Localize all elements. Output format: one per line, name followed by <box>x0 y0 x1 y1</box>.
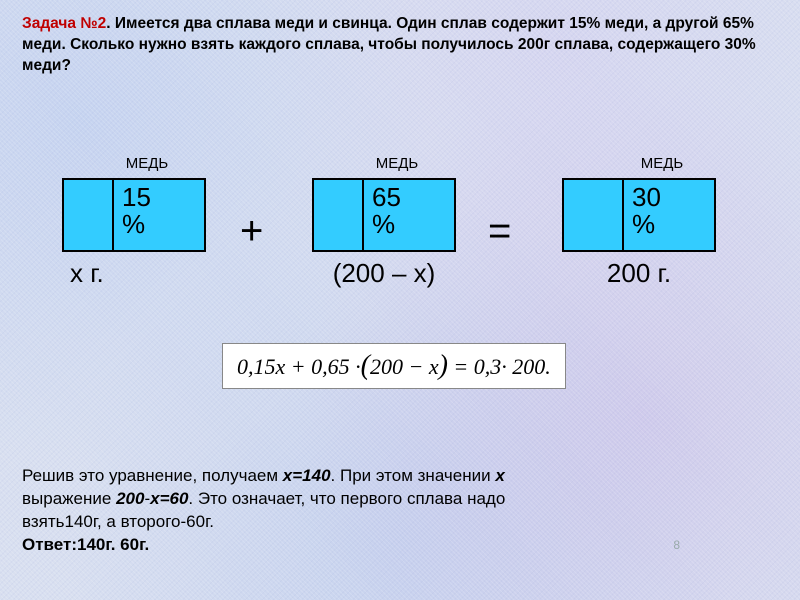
copper-label-0: МЕДЬ <box>117 155 177 172</box>
sol-l2e: . Это означает, что первого сплава надо <box>188 489 505 508</box>
box-below-2: 200 г. <box>562 258 716 289</box>
slide-content: Задача №2. Имеется два сплава меди и сви… <box>0 0 800 571</box>
box-percent-seg-1: 65% <box>364 180 454 250</box>
page-number: 8 <box>673 538 680 552</box>
alloy-group-2: МЕДЬ 30% 200 г. <box>562 155 716 289</box>
solution-line3: взять140г, а второго-60г. <box>22 511 778 534</box>
box-percent-seg-0: 15% <box>114 180 204 250</box>
solution-line2: выражение 200-х=60. Это означает, что пе… <box>22 488 778 511</box>
alloy-group-1: МЕДЬ 65% (200 – х) <box>312 155 456 289</box>
sol-l1a: Решив это уравнение, получаем <box>22 466 283 485</box>
box-left-seg-1 <box>314 180 364 250</box>
box-below-1: (200 – х) <box>312 258 456 289</box>
solution-line1: Решив это уравнение, получаем х=140. При… <box>22 465 778 488</box>
sol-l1b: х=140 <box>283 466 331 485</box>
alloy-box-2: 30% <box>562 178 716 252</box>
answer-line: Ответ:140г. 60г. <box>22 534 778 557</box>
operator-1: = <box>488 209 511 254</box>
box-left-seg-2 <box>564 180 624 250</box>
equation-box: 0,15x + 0,65 ·(200 − x) = 0,3· 200. <box>222 343 566 389</box>
alloy-box-0: 15% <box>62 178 206 252</box>
alloy-group-0: МЕДЬ 15% х г. <box>62 155 206 289</box>
problem-statement: Задача №2. Имеется два сплава меди и сви… <box>22 14 778 77</box>
copper-label-1: МЕДЬ <box>367 155 427 172</box>
problem-label: Задача №2 <box>22 15 106 32</box>
sol-l1c: . При этом значении <box>331 466 496 485</box>
box-below-0: х г. <box>62 258 206 289</box>
solution-text: Решив это уравнение, получаем х=140. При… <box>22 465 778 557</box>
problem-text: . Имеется два сплава меди и свинца. Один… <box>22 15 756 74</box>
sol-l2d: х=60 <box>150 489 188 508</box>
box-percent-seg-2: 30% <box>624 180 714 250</box>
operator-0: + <box>240 209 263 254</box>
box-left-seg-0 <box>64 180 114 250</box>
copper-label-2: МЕДЬ <box>632 155 692 172</box>
diagram-area: 0,15x + 0,65 ·(200 − x) = 0,3· 200. МЕДЬ… <box>22 125 778 345</box>
sol-l2b: 200 <box>116 489 144 508</box>
sol-l2a: выражение <box>22 489 116 508</box>
alloy-box-1: 65% <box>312 178 456 252</box>
sol-l1d: х <box>495 466 504 485</box>
